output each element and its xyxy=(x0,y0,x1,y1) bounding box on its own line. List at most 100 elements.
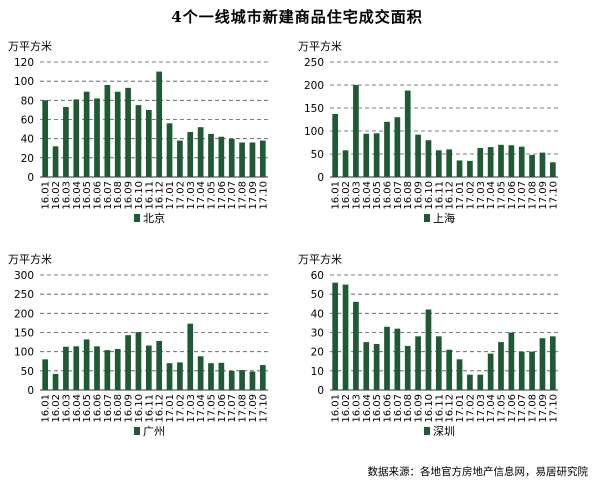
bar xyxy=(435,336,442,390)
x-tick-label: 16.04 xyxy=(362,181,373,210)
bar xyxy=(187,323,194,390)
x-tick-label: 16.12 xyxy=(445,394,456,423)
y-tick-label: 40 xyxy=(21,134,34,146)
bar xyxy=(135,332,142,390)
x-tick-label: 16.09 xyxy=(124,181,135,210)
y-tick-label: 100 xyxy=(14,76,34,88)
bar xyxy=(187,131,194,177)
bar xyxy=(529,154,535,177)
bar xyxy=(218,362,225,390)
y-tick-label: 250 xyxy=(304,57,324,69)
y-tick-label: 200 xyxy=(14,308,34,320)
bar xyxy=(83,339,90,390)
x-tick-label: 16.05 xyxy=(372,394,383,423)
x-tick-label: 17.06 xyxy=(507,394,518,423)
x-tick-label: 16.02 xyxy=(341,394,352,423)
chart-panel-guangzhou: 万平方米 0 50 100 150 200 250 300 16.01 16.02 16.03 16.… xyxy=(0,245,297,467)
bar xyxy=(446,149,453,177)
x-tick-label: 16.07 xyxy=(393,181,404,210)
y-tick-label: 80 xyxy=(21,95,34,107)
x-tick-label: 17.01 xyxy=(455,394,466,423)
bar xyxy=(83,91,90,177)
bar xyxy=(249,371,256,390)
x-tick-label: 17.06 xyxy=(507,181,518,210)
bar xyxy=(404,90,411,177)
x-tick-label: 16.08 xyxy=(403,394,414,423)
bar xyxy=(259,365,266,390)
bar xyxy=(384,121,390,177)
bar xyxy=(94,346,100,390)
x-tick-label: 16.03 xyxy=(351,181,362,210)
x-tick-label: 16.03 xyxy=(351,394,362,423)
x-tick-label: 17.10 xyxy=(258,394,269,423)
bar xyxy=(404,345,411,390)
x-tick-label: 17.05 xyxy=(497,181,508,210)
x-tick-label: 17.09 xyxy=(248,394,259,423)
x-tick-label: 17.04 xyxy=(486,181,497,210)
y-tick-label: 150 xyxy=(304,103,324,115)
x-tick-label: 17.01 xyxy=(165,181,176,210)
x-tick-label: 16.10 xyxy=(134,181,145,210)
x-tick-label: 17.09 xyxy=(248,181,259,210)
bar xyxy=(218,136,225,177)
bar xyxy=(363,342,370,390)
x-tick-label: 17.05 xyxy=(207,181,218,210)
x-tick-label: 16.05 xyxy=(82,181,93,210)
x-tick-label: 17.06 xyxy=(217,181,228,210)
bar xyxy=(228,370,235,390)
x-tick-label: 16.10 xyxy=(134,394,145,423)
x-tick-label: 17.10 xyxy=(258,181,269,210)
bar xyxy=(467,160,473,177)
y-unit-label: 万平方米 xyxy=(8,252,52,266)
bar xyxy=(508,145,515,177)
y-tick-label: 60 xyxy=(311,270,324,282)
x-tick-label: 17.07 xyxy=(227,394,238,423)
x-tick-label: 16.05 xyxy=(82,394,93,423)
bar xyxy=(259,140,266,177)
bar xyxy=(114,91,121,177)
bar xyxy=(94,98,100,177)
x-tick-label: 17.04 xyxy=(196,394,207,423)
bar xyxy=(145,109,152,177)
x-tick-label: 16.07 xyxy=(393,394,404,423)
bar xyxy=(353,85,359,177)
x-tick-label: 17.02 xyxy=(465,181,476,210)
x-tick-label: 16.12 xyxy=(155,394,166,423)
x-tick-label: 17.04 xyxy=(486,394,497,423)
x-tick-label: 16.09 xyxy=(414,394,425,423)
x-tick-label: 17.01 xyxy=(455,181,466,210)
bar xyxy=(394,328,401,390)
y-tick-label: 250 xyxy=(14,289,34,301)
bar xyxy=(63,346,69,390)
y-unit-label: 万平方米 xyxy=(298,252,342,266)
y-tick-label: 0 xyxy=(27,385,34,397)
bar xyxy=(342,284,349,390)
bar xyxy=(549,162,556,177)
y-tick-label: 10 xyxy=(311,366,324,378)
bar xyxy=(518,351,525,390)
bar xyxy=(42,359,49,390)
bar xyxy=(166,363,173,390)
bar xyxy=(425,140,432,177)
x-tick-label: 17.03 xyxy=(476,181,487,210)
x-tick-label: 16.05 xyxy=(372,181,383,210)
x-tick-label: 16.07 xyxy=(103,394,114,423)
bar xyxy=(166,123,173,177)
bar xyxy=(208,133,214,177)
x-tick-label: 16.10 xyxy=(424,181,435,210)
chart-panel-shanghai: 万平方米 0 50 100 150 200 250 16.01 16.02 16.03 16.04 1… xyxy=(290,32,587,254)
bar xyxy=(508,332,515,390)
bar xyxy=(539,338,546,390)
x-tick-label: 16.07 xyxy=(103,181,114,210)
bar xyxy=(518,146,525,177)
bar xyxy=(156,71,163,177)
bar xyxy=(539,152,546,177)
bar xyxy=(549,336,556,390)
bar xyxy=(498,342,504,390)
y-tick-label: 20 xyxy=(311,347,324,359)
legend-label: 北京 xyxy=(143,211,165,225)
x-tick-label: 16.08 xyxy=(403,181,414,210)
